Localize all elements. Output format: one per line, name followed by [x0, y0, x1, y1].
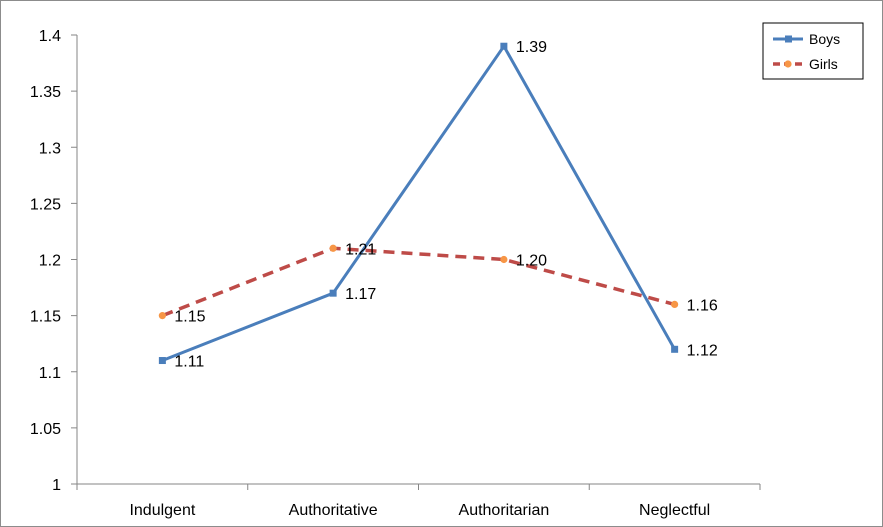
legend: Boys Girls	[762, 22, 864, 80]
y-tick-label: 1.05	[30, 421, 61, 438]
y-tick-label: 1.1	[39, 365, 61, 382]
x-tick-label: Indulgent	[129, 502, 195, 519]
y-tick-label: 1.15	[30, 309, 61, 326]
data-label-girls: 1.20	[516, 253, 547, 270]
data-point-boys	[500, 42, 508, 50]
data-point-girls	[158, 312, 166, 320]
data-label-boys: 1.11	[174, 354, 204, 371]
legend-box	[762, 22, 864, 80]
data-point-girls	[329, 244, 337, 252]
data-label-girls: 1.16	[687, 297, 718, 314]
data-label-girls: 1.15	[174, 309, 205, 326]
series-layer	[158, 42, 679, 365]
x-tick-label: Neglectful	[639, 502, 710, 519]
y-tick-label: 1.25	[30, 196, 61, 213]
legend-label-girls: Girls	[809, 56, 838, 72]
data-label-boys: 1.12	[687, 342, 718, 359]
y-tick-label: 1.2	[39, 253, 61, 270]
series-line-boys	[161, 44, 676, 362]
data-point-girls	[671, 300, 679, 308]
data-label-boys: 1.39	[516, 39, 547, 56]
legend-marker-girls	[784, 60, 792, 68]
data-label-girls: 1.21	[345, 241, 376, 258]
data-point-boys	[329, 289, 337, 297]
x-tick-label: Authoritative	[289, 502, 378, 519]
axes: 1 1.05 1.1 1.15 1.2 1.25 1.3 1.35 1.4 Indulgent Au…	[30, 28, 761, 519]
x-tick-label: Authoritarian	[459, 502, 550, 519]
data-label-boys: 1.17	[345, 286, 376, 303]
y-tick-label: 1.3	[39, 140, 61, 157]
y-tick-label: 1	[52, 477, 61, 494]
data-labels: 1.11 1.17 1.39 1.12 1.15 1.21 1.20 1.16	[174, 39, 717, 370]
series-line-girls	[161, 246, 676, 318]
y-tick-label: 1.35	[30, 84, 61, 101]
y-tick-label: 1.4	[39, 28, 61, 45]
data-point-boys	[671, 345, 679, 353]
data-point-girls	[500, 255, 508, 264]
legend-marker-boys	[785, 35, 792, 43]
legend-label-boys: Boys	[809, 31, 840, 47]
data-point-boys	[158, 357, 166, 365]
